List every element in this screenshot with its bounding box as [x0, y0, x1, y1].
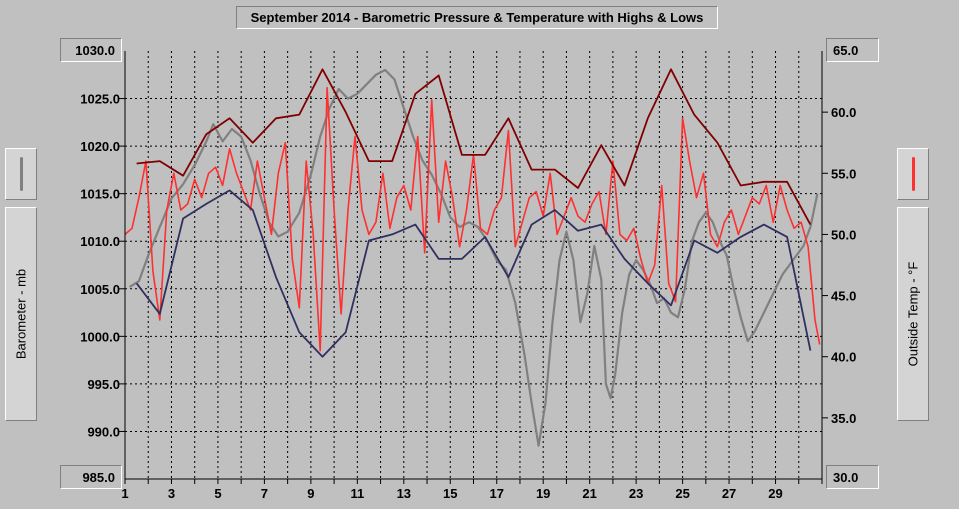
left-tick-label: 1010.0: [80, 234, 120, 249]
axis-layer: [119, 51, 828, 484]
x-tick-label: 1: [121, 486, 128, 501]
right-axis-bottom-label: 30.0: [826, 465, 879, 489]
left-axis-label-panel: Barometer - mb: [5, 207, 37, 421]
x-tick-label: 23: [629, 486, 643, 501]
right-axis-top-label: 65.0: [826, 38, 879, 62]
temp_highs-line: [136, 68, 812, 226]
x-tick-label: 11: [350, 486, 364, 501]
label-layer: 990.0 995.0 1000.0 1005.0 1010.0 1015.0 1020.0…: [80, 92, 856, 501]
x-tick-label: 29: [768, 486, 782, 501]
left-tick-label: 1025.0: [80, 92, 120, 107]
left-tick-label: 1005.0: [80, 282, 120, 297]
right-tick-label: 55.0: [831, 166, 856, 181]
right-tick-label: 60.0: [831, 105, 856, 120]
right-tick-label: 35.0: [831, 411, 856, 426]
x-tick-label: 15: [443, 486, 457, 501]
x-tick-label: 19: [536, 486, 550, 501]
temperature-line: [124, 86, 821, 352]
x-tick-label: 5: [214, 486, 221, 501]
right-tick-label: 45.0: [831, 289, 856, 304]
left-tick-label: 990.0: [87, 424, 120, 439]
left-tick-label: 1015.0: [80, 187, 120, 202]
x-tick-label: 3: [168, 486, 175, 501]
left-tick-label: 1020.0: [80, 139, 120, 154]
x-tick-label: 25: [675, 486, 689, 501]
x-tick-label: 27: [722, 486, 736, 501]
temp_lows-line: [135, 189, 812, 358]
left-axis-bottom-label: 985.0: [60, 465, 122, 489]
x-tick-label: 17: [489, 486, 503, 501]
barometer-legend-swatch: [5, 148, 37, 200]
series-layer: [124, 68, 821, 447]
grid-layer: [124, 51, 823, 479]
left-tick-label: 995.0: [87, 377, 120, 392]
x-tick-label: 7: [261, 486, 268, 501]
barometer-swatch-line: [20, 157, 23, 191]
chart-title: September 2014 - Barometric Pressure & T…: [236, 6, 718, 29]
temperature-swatch-line: [912, 157, 915, 191]
left-axis-top-label: 1030.0: [60, 38, 122, 62]
x-tick-label: 13: [397, 486, 411, 501]
temperature-legend-swatch: [897, 148, 929, 200]
x-tick-label: 9: [307, 486, 314, 501]
right-axis-label-panel: Outside Temp - °F: [897, 207, 929, 421]
x-tick-label: 21: [582, 486, 596, 501]
left-tick-label: 1000.0: [80, 329, 120, 344]
right-tick-label: 40.0: [831, 350, 856, 365]
right-tick-label: 50.0: [831, 227, 856, 242]
